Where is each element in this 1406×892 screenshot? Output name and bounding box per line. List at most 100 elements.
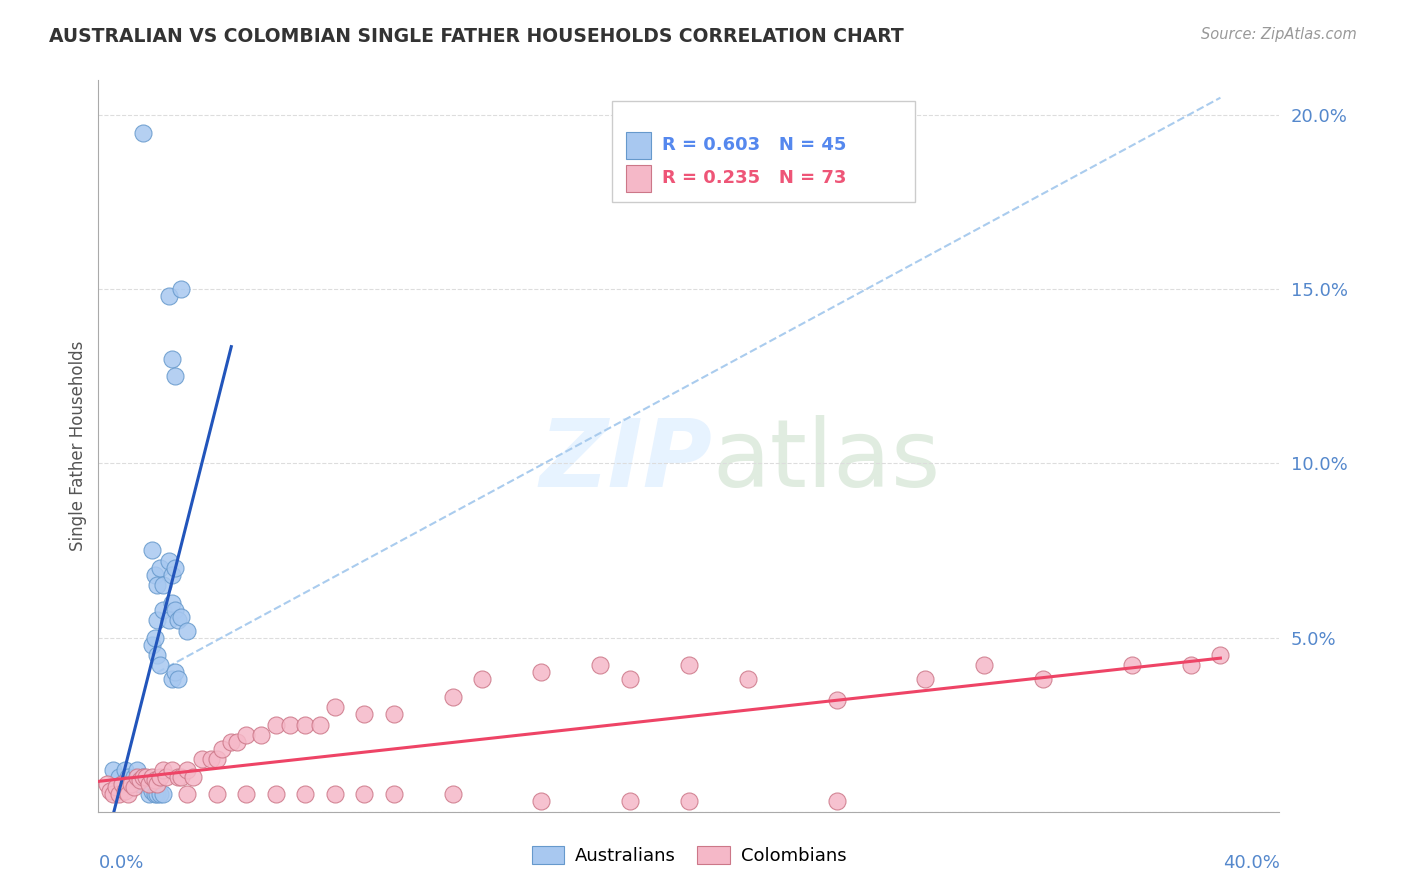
- Point: [235, 787, 257, 801]
- Text: ZIP: ZIP: [540, 415, 713, 507]
- Point: [143, 773, 166, 788]
- Point: [382, 707, 405, 722]
- Point: [226, 735, 249, 749]
- Point: [143, 631, 166, 645]
- Point: [221, 735, 243, 749]
- Point: [382, 787, 405, 801]
- Text: 40.0%: 40.0%: [1223, 854, 1279, 871]
- Point: [125, 763, 148, 777]
- Point: [167, 770, 190, 784]
- Point: [149, 770, 172, 784]
- Point: [167, 673, 190, 687]
- Point: [211, 742, 233, 756]
- Point: [128, 773, 150, 788]
- Point: [530, 665, 553, 680]
- Point: [441, 787, 464, 801]
- Point: [141, 543, 163, 558]
- Point: [1180, 658, 1202, 673]
- Point: [973, 658, 995, 673]
- Point: [914, 673, 936, 687]
- Point: [678, 794, 700, 808]
- Point: [157, 613, 180, 627]
- Point: [1032, 673, 1054, 687]
- Point: [122, 780, 145, 795]
- Point: [117, 787, 139, 801]
- Point: [162, 567, 183, 582]
- Point: [235, 728, 257, 742]
- Point: [122, 770, 145, 784]
- Point: [441, 690, 464, 704]
- Point: [132, 126, 155, 140]
- Point: [152, 763, 174, 777]
- Point: [114, 763, 136, 777]
- Point: [264, 717, 287, 731]
- Point: [619, 673, 641, 687]
- Point: [737, 673, 759, 687]
- Point: [108, 787, 131, 801]
- Point: [162, 351, 183, 366]
- Point: [323, 787, 346, 801]
- Point: [162, 763, 183, 777]
- Point: [170, 282, 193, 296]
- Point: [825, 693, 848, 707]
- Point: [152, 578, 174, 592]
- Point: [678, 658, 700, 673]
- Point: [323, 700, 346, 714]
- Text: atlas: atlas: [713, 415, 941, 507]
- Point: [176, 624, 198, 638]
- Point: [149, 561, 172, 575]
- Point: [205, 787, 228, 801]
- Point: [143, 567, 166, 582]
- Point: [111, 777, 134, 791]
- Point: [200, 752, 222, 766]
- Point: [165, 603, 187, 617]
- Point: [143, 787, 166, 801]
- Point: [141, 638, 163, 652]
- Point: [120, 777, 142, 791]
- Point: [146, 648, 169, 662]
- Point: [191, 752, 214, 766]
- Text: AUSTRALIAN VS COLOMBIAN SINGLE FATHER HOUSEHOLDS CORRELATION CHART: AUSTRALIAN VS COLOMBIAN SINGLE FATHER HO…: [49, 27, 904, 45]
- Text: R = 0.603   N = 45: R = 0.603 N = 45: [662, 136, 846, 154]
- Point: [167, 613, 190, 627]
- Point: [117, 770, 139, 784]
- Point: [353, 707, 375, 722]
- Point: [264, 787, 287, 801]
- Point: [108, 770, 131, 784]
- Point: [157, 554, 180, 568]
- Legend: Australians, Colombians: Australians, Colombians: [524, 838, 853, 872]
- Point: [205, 752, 228, 766]
- Point: [170, 770, 193, 784]
- Point: [250, 728, 273, 742]
- Point: [138, 777, 160, 791]
- Text: 0.0%: 0.0%: [98, 854, 143, 871]
- Point: [103, 787, 125, 801]
- Point: [176, 763, 198, 777]
- Point: [138, 787, 160, 801]
- Point: [165, 665, 187, 680]
- Point: [141, 784, 163, 798]
- Point: [155, 770, 177, 784]
- Point: [96, 777, 118, 791]
- Point: [146, 578, 169, 592]
- Point: [98, 784, 121, 798]
- Point: [135, 777, 157, 791]
- Point: [114, 784, 136, 798]
- Point: [165, 561, 187, 575]
- Point: [619, 794, 641, 808]
- Point: [1209, 648, 1232, 662]
- Point: [152, 787, 174, 801]
- Point: [530, 794, 553, 808]
- Point: [146, 787, 169, 801]
- Point: [165, 369, 187, 384]
- Point: [152, 603, 174, 617]
- Point: [294, 787, 316, 801]
- Text: R = 0.235   N = 73: R = 0.235 N = 73: [662, 169, 846, 187]
- Point: [146, 777, 169, 791]
- Point: [280, 717, 302, 731]
- Point: [111, 777, 134, 791]
- Point: [125, 770, 148, 784]
- Point: [120, 777, 142, 791]
- Point: [1121, 658, 1143, 673]
- Point: [105, 780, 128, 795]
